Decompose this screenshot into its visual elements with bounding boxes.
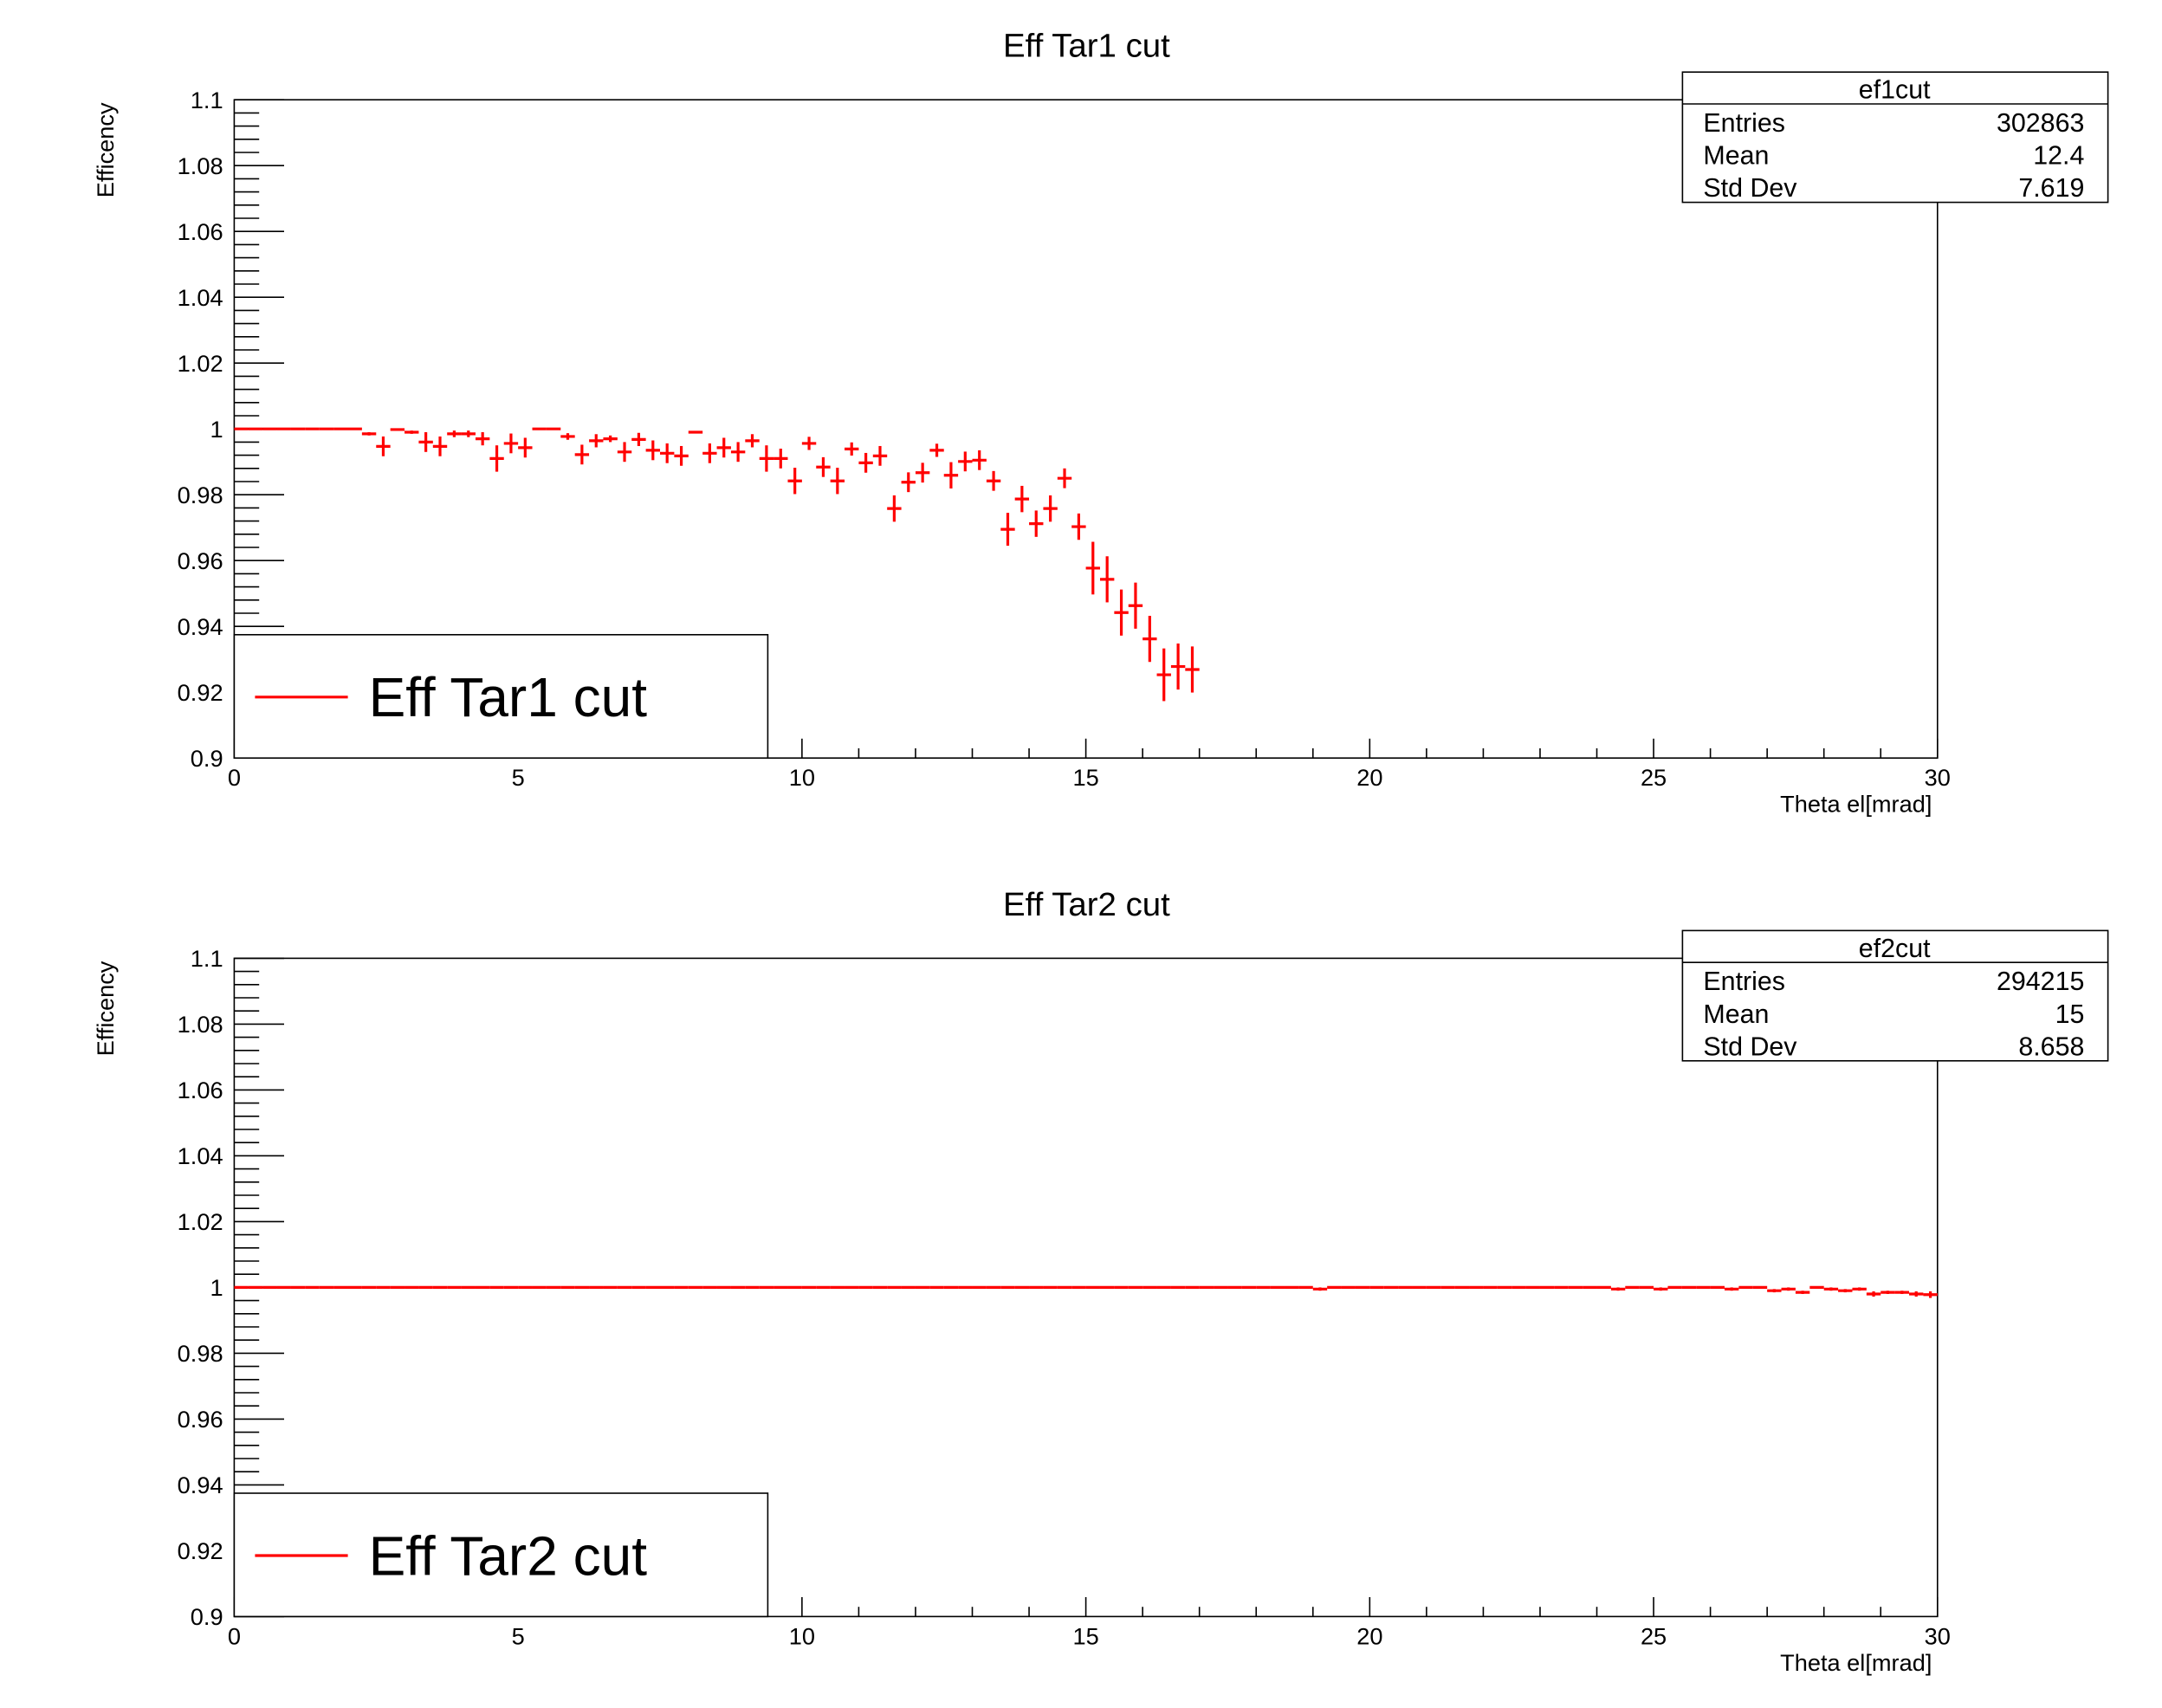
x-tick-label: 5 — [512, 1622, 525, 1649]
y-tick-label: 1.04 — [178, 284, 223, 311]
stats-title: ef2cut — [1859, 934, 1931, 963]
y-tick-label: 1.06 — [178, 1077, 223, 1103]
stats-label: Std Dev — [1703, 1032, 1797, 1061]
x-tick-label: 30 — [1925, 764, 1951, 791]
x-tick-label: 20 — [1356, 764, 1382, 791]
y-tick-label: 0.96 — [178, 1406, 223, 1433]
stats-value: 7.619 — [2018, 173, 2084, 203]
y-tick-label: 0.9 — [191, 1603, 223, 1630]
y-tick-label: 1.08 — [178, 1011, 223, 1038]
y-tick-label: 1.02 — [178, 1208, 223, 1235]
y-axis-label: Efficency — [92, 102, 119, 197]
x-tick-label: 25 — [1641, 764, 1667, 791]
x-tick-label: 10 — [789, 764, 815, 791]
x-tick-label: 15 — [1072, 1622, 1098, 1649]
x-tick-label: 0 — [228, 764, 241, 791]
y-tick-label: 1.1 — [191, 87, 223, 113]
y-tick-label: 1.06 — [178, 218, 223, 245]
y-tick-label: 1.1 — [191, 945, 223, 972]
y-axis-label: Efficency — [92, 961, 119, 1056]
y-tick-label: 0.96 — [178, 547, 223, 574]
stats-label: Mean — [1703, 141, 1769, 171]
legend-label: Eff Tar1 cut — [369, 666, 648, 728]
y-tick-label: 0.94 — [178, 613, 223, 640]
legend-label: Eff Tar2 cut — [369, 1524, 648, 1587]
stats-label: Mean — [1703, 1000, 1769, 1029]
x-tick-label: 0 — [228, 1622, 241, 1649]
x-axis-label: Theta el[mrad] — [1780, 791, 1932, 818]
stats-label: Std Dev — [1703, 173, 1797, 203]
x-tick-label: 5 — [512, 764, 525, 791]
x-tick-label: 15 — [1072, 764, 1098, 791]
stats-value: 12.4 — [2033, 141, 2084, 171]
chart-title: Eff Tar1 cut — [1003, 28, 1170, 65]
chart-title: Eff Tar2 cut — [1003, 886, 1170, 923]
y-tick-label: 0.98 — [178, 482, 223, 508]
x-tick-label: 25 — [1641, 1622, 1667, 1649]
stats-value: 302863 — [1997, 108, 2084, 138]
y-tick-label: 1.08 — [178, 152, 223, 179]
x-tick-label: 20 — [1356, 1622, 1382, 1649]
y-tick-label: 0.92 — [178, 679, 223, 706]
y-tick-label: 0.94 — [178, 1472, 223, 1498]
panel: Eff Tar1 cut 0.9 0.92 0.94 0.96 0.98 1 1.02 1.04… — [92, 28, 2109, 818]
stats-title: ef1cut — [1859, 75, 1931, 105]
y-tick-label: 0.9 — [191, 745, 223, 772]
y-tick-label: 0.92 — [178, 1537, 223, 1564]
y-tick-label: 1.02 — [178, 350, 223, 377]
panel: Eff Tar2 cut 0.9 0.92 0.94 0.96 0.98 1 1.02 1.04… — [92, 886, 2109, 1676]
stats-box — [1681, 929, 2109, 1062]
stats-label: Entries — [1703, 967, 1785, 996]
x-axis-label: Theta el[mrad] — [1780, 1649, 1932, 1676]
x-tick-label: 10 — [789, 1622, 815, 1649]
y-tick-label: 1.04 — [178, 1142, 223, 1169]
y-tick-label: 1 — [210, 1274, 223, 1301]
stats-value: 294215 — [1997, 967, 2084, 996]
y-tick-label: 1 — [210, 416, 223, 443]
y-tick-label: 0.98 — [178, 1340, 223, 1367]
stats-label: Entries — [1703, 108, 1785, 138]
x-tick-label: 30 — [1925, 1622, 1951, 1649]
stats-box — [1681, 71, 2109, 204]
stats-value: 15 — [2055, 1000, 2085, 1029]
stats-value: 8.658 — [2018, 1032, 2084, 1061]
